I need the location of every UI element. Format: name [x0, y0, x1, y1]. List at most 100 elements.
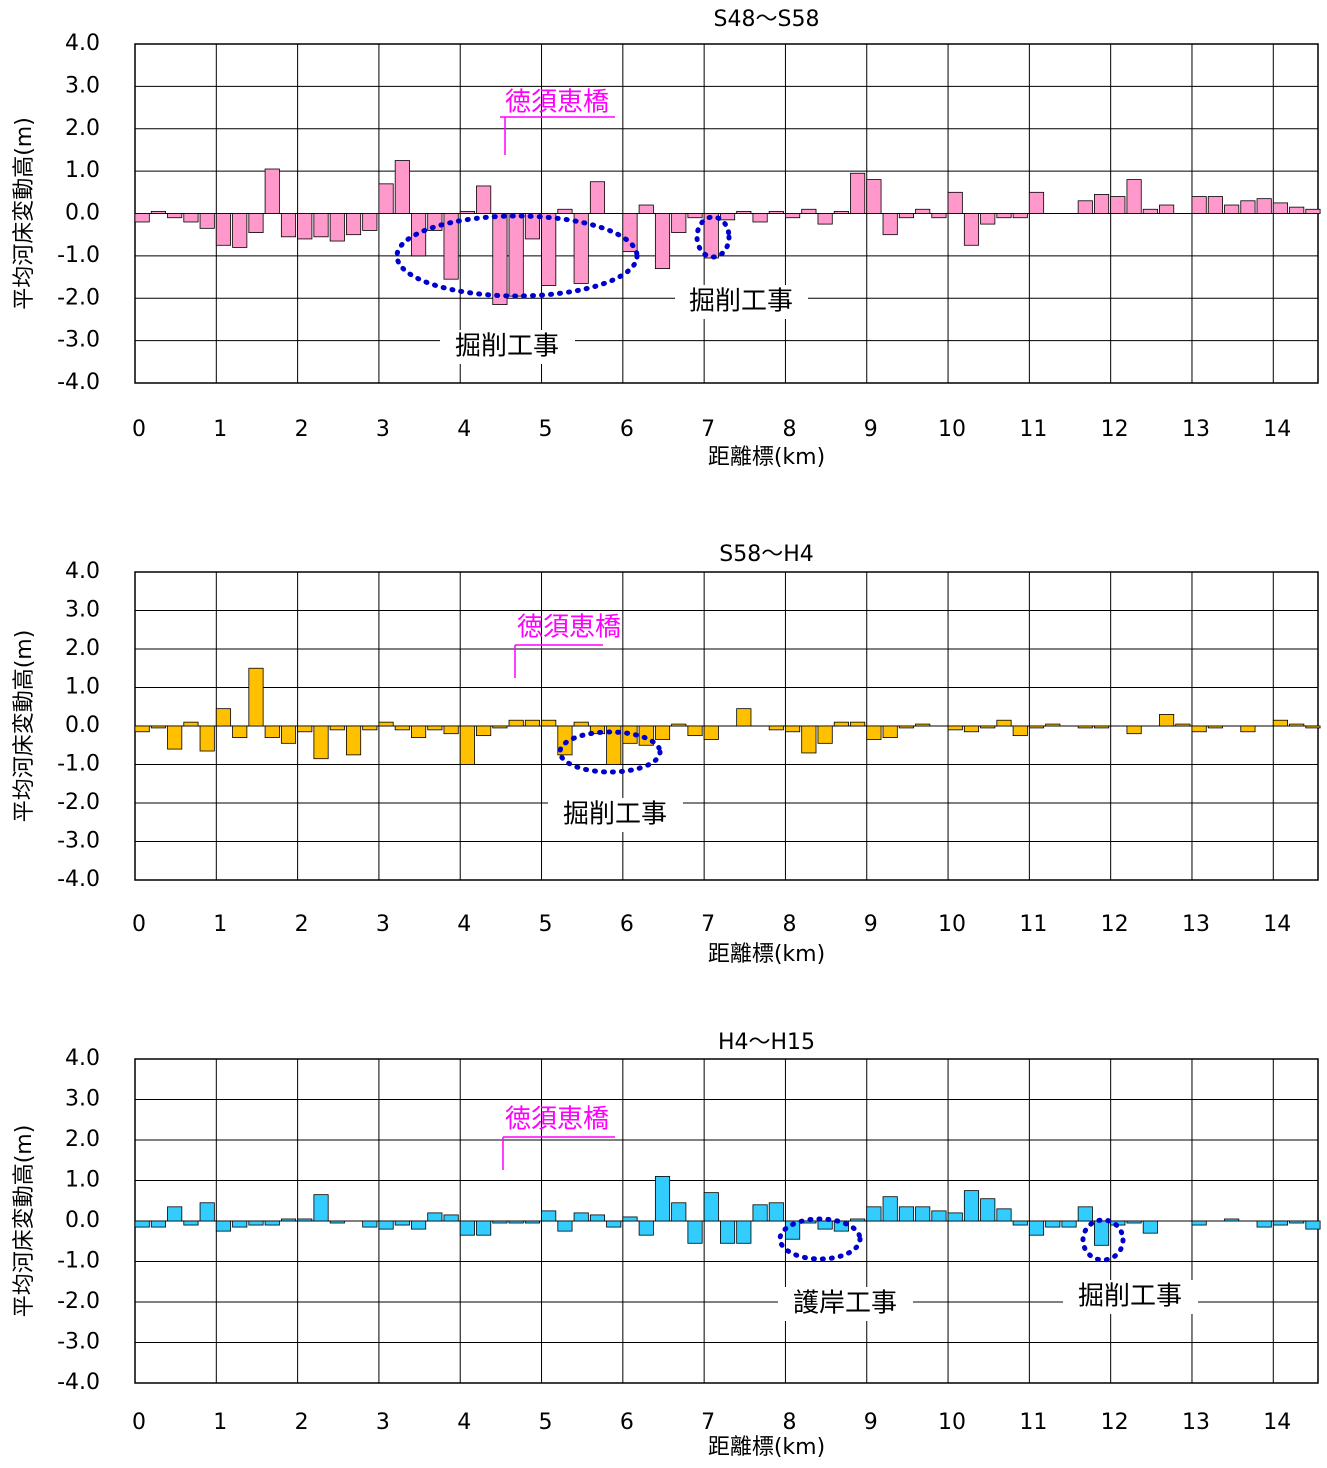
bar: [1272, 719, 1288, 727]
bar: [297, 213, 313, 240]
bar: [833, 1220, 849, 1232]
label-bg: [675, 285, 808, 319]
bar: [1289, 206, 1305, 214]
bar: [459, 725, 475, 765]
bar: [459, 210, 475, 214]
bar: [1289, 1220, 1305, 1224]
annotation-label: 掘削工事: [1078, 1282, 1182, 1312]
x-tick-label: 12: [1101, 912, 1129, 937]
bar: [1012, 213, 1028, 219]
bar: [622, 213, 638, 253]
bar: [183, 1220, 199, 1226]
y-tick-label: -1.0: [57, 1249, 100, 1274]
x-tick-label: 11: [1019, 417, 1047, 442]
y-tick-label: 0.0: [65, 1208, 100, 1233]
bar: [1272, 1220, 1288, 1226]
bar: [736, 1220, 752, 1244]
x-tick-label: 0: [132, 1410, 146, 1435]
bar: [280, 1218, 297, 1222]
bar: [1012, 725, 1028, 737]
x-tick-label: 14: [1263, 1410, 1291, 1435]
bar: [671, 1202, 687, 1222]
x-tick-label: 2: [295, 1410, 309, 1435]
bar: [817, 1220, 833, 1230]
annotation-label: 護岸工事: [793, 1289, 897, 1319]
bar: [638, 204, 654, 214]
bar: [378, 183, 394, 214]
bar: [199, 725, 215, 752]
bar: [1175, 723, 1191, 727]
bar: [541, 719, 557, 727]
bar: [427, 725, 443, 731]
bar: [752, 213, 768, 223]
bar: [996, 719, 1012, 727]
chart-title: S48～S58: [714, 7, 820, 32]
bar: [720, 1220, 736, 1244]
bar: [524, 1220, 540, 1224]
x-tick-label: 5: [539, 912, 553, 937]
bridge-label: 徳須恵橋: [505, 1105, 609, 1135]
bar: [1077, 725, 1093, 729]
bar: [687, 725, 703, 737]
x-tick-label: 0: [132, 912, 146, 937]
bar: [264, 168, 280, 214]
y-tick-label: 2.0: [65, 636, 100, 661]
bar: [996, 1208, 1012, 1222]
bar: [768, 725, 784, 731]
bar: [1045, 1220, 1061, 1228]
x-tick-label: 2: [295, 912, 309, 937]
bridge-label: 徳須恵橋: [517, 613, 621, 643]
bar: [280, 725, 297, 744]
y-tick-label: -3.0: [57, 829, 100, 854]
x-tick-label: 11: [1019, 1410, 1047, 1435]
x-tick-label: 14: [1263, 912, 1291, 937]
bar: [1142, 208, 1158, 214]
bar: [931, 213, 947, 219]
x-tick-label: 6: [620, 1410, 634, 1435]
bar: [833, 721, 849, 727]
bar: [1289, 723, 1305, 727]
y-tick-label: -2.0: [57, 1289, 100, 1314]
x-tick-label: 1: [213, 912, 227, 937]
bar: [866, 179, 882, 214]
y-axis-label: 平均河床変動高(m): [12, 630, 37, 823]
highlight-ellipse: [1080, 1217, 1126, 1263]
y-tick-label: 2.0: [65, 1127, 100, 1152]
bar: [1240, 725, 1256, 733]
bar: [850, 1218, 866, 1222]
bar: [134, 213, 150, 223]
bar: [134, 725, 150, 733]
bar: [167, 1206, 183, 1222]
bar: [573, 1212, 589, 1222]
bar: [1094, 725, 1110, 729]
x-tick-label: 9: [864, 912, 878, 937]
bar: [1240, 200, 1256, 214]
bar: [882, 213, 898, 236]
annotations: 徳須恵橋 護岸工事 掘削工事: [502, 1105, 1198, 1321]
bar: [1256, 1220, 1272, 1228]
bar: [1272, 202, 1288, 214]
bar: [654, 725, 671, 740]
bar: [882, 1196, 898, 1222]
bar: [866, 725, 882, 740]
x-tick-label: 8: [782, 417, 796, 442]
bar: [963, 1190, 980, 1222]
x-tick-label: 1: [213, 417, 227, 442]
x-tick-label: 3: [376, 417, 390, 442]
annotation-label: 掘削工事: [455, 332, 559, 362]
bar: [915, 723, 931, 727]
bar: [476, 725, 492, 737]
bar: [589, 1214, 606, 1222]
y-tick-label: -2.0: [57, 790, 100, 815]
y-tick-label: -4.0: [57, 1370, 100, 1395]
bar: [785, 725, 801, 733]
bar: [329, 1220, 345, 1224]
bar: [980, 725, 996, 729]
bar: [1028, 725, 1045, 729]
bar: [801, 725, 817, 754]
bar: [801, 208, 817, 214]
y-tick-label: 4.0: [65, 559, 100, 584]
y-tick-label: 1.0: [65, 675, 100, 700]
bar: [1224, 204, 1240, 214]
bar: [915, 1206, 931, 1222]
